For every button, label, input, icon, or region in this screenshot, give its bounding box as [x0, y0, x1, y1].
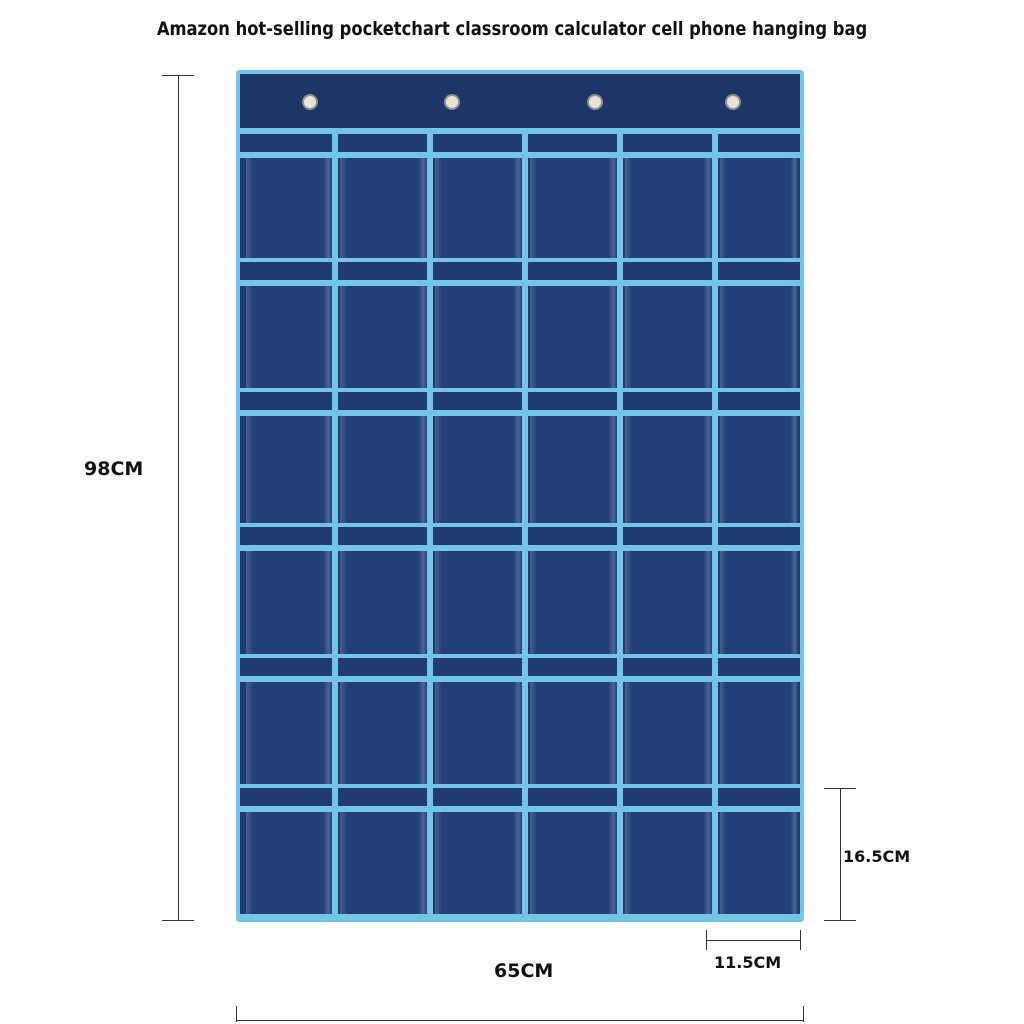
pocket — [340, 810, 427, 914]
pocket — [530, 680, 617, 784]
pocket — [530, 156, 617, 258]
pocket — [435, 549, 522, 654]
pocket — [720, 156, 798, 258]
pocket-width-dimension-line — [706, 940, 801, 941]
pocket-trim — [240, 545, 800, 551]
width-dimension-cap-left — [236, 1006, 237, 1022]
pocket — [625, 549, 712, 654]
height-label: 98CM — [84, 458, 144, 480]
top-band — [240, 74, 800, 134]
pocket — [625, 414, 712, 523]
width-label: 65CM — [494, 960, 554, 982]
pocket — [435, 680, 522, 784]
pocket-trim — [240, 280, 800, 286]
pocket — [530, 284, 617, 388]
pocket-height-label: 16.5CM — [843, 847, 911, 866]
pocket — [435, 810, 522, 914]
pocket — [246, 414, 332, 523]
pocket — [435, 284, 522, 388]
pocket-height-cap-bottom — [824, 920, 856, 921]
pocket — [340, 680, 427, 784]
pocket — [720, 414, 798, 523]
pocket — [625, 810, 712, 914]
column-seam — [617, 134, 623, 918]
pocket — [246, 549, 332, 654]
column-seam — [427, 134, 433, 918]
pocket — [435, 156, 522, 258]
height-dimension-cap-bottom — [162, 920, 194, 921]
width-dimension-cap-right — [803, 1006, 804, 1022]
pocket — [246, 284, 332, 388]
grommet-icon — [587, 94, 603, 110]
pocket — [720, 680, 798, 784]
pocket-width-cap-right — [800, 930, 801, 950]
pocket — [625, 284, 712, 388]
pocket-height-cap-top — [824, 788, 856, 789]
pocket-trim — [240, 676, 800, 682]
column-seam — [522, 134, 528, 918]
pocket — [340, 284, 427, 388]
row-seam — [240, 388, 800, 392]
pocket — [625, 156, 712, 258]
row-seam — [240, 258, 800, 262]
height-dimension-cap-top — [162, 75, 194, 76]
pocket-width-cap-left — [706, 930, 707, 950]
row-seam — [240, 914, 800, 918]
pocket — [530, 810, 617, 914]
pocket — [530, 414, 617, 523]
grommet-icon — [444, 94, 460, 110]
pocket — [246, 156, 332, 258]
pocket-width-label: 11.5CM — [714, 953, 782, 972]
pocket — [246, 680, 332, 784]
column-seam — [712, 134, 718, 918]
pocket-chart — [236, 70, 804, 922]
pocket-height-dimension-line — [840, 788, 841, 921]
pocket — [340, 414, 427, 523]
grommet-icon — [725, 94, 741, 110]
pocket — [625, 680, 712, 784]
pocket — [340, 549, 427, 654]
pocket — [720, 810, 798, 914]
pocket-trim — [240, 410, 800, 416]
row-seam — [240, 654, 800, 658]
height-dimension-line — [178, 75, 179, 921]
pocket — [246, 810, 332, 914]
pocket — [435, 414, 522, 523]
pocket — [530, 549, 617, 654]
pocket-trim — [240, 152, 800, 158]
pocket — [340, 156, 427, 258]
row-seam — [240, 523, 800, 527]
image-title: Amazon hot-selling pocketchart classroom… — [156, 18, 868, 40]
width-dimension-line — [236, 1020, 804, 1021]
row-seam — [240, 784, 800, 788]
pocket — [720, 284, 798, 388]
grommet-icon — [302, 94, 318, 110]
pocket-trim — [240, 806, 800, 812]
pocket — [720, 549, 798, 654]
column-seam — [332, 134, 338, 918]
